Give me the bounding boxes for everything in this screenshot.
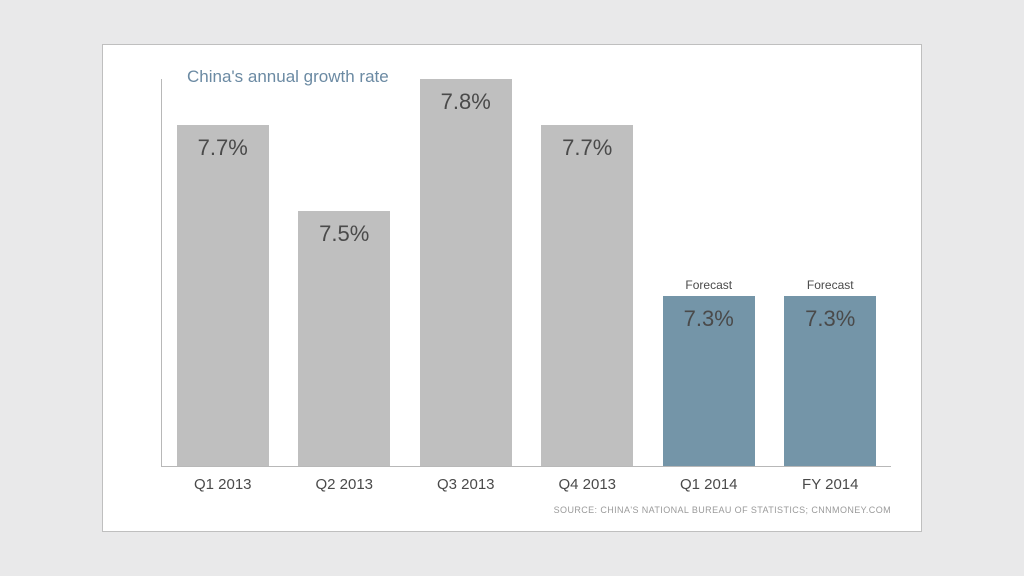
- bar-value: 7.3%: [684, 306, 734, 332]
- bar-value: 7.7%: [562, 135, 612, 161]
- page-background: China's annual growth rate 7.7%Q1 20137.…: [0, 0, 1024, 576]
- bar-slot: Forecast7.3%FY 2014: [770, 79, 892, 466]
- bar-xlabel: Q2 2013: [284, 476, 406, 493]
- bar: 7.7%: [541, 125, 633, 466]
- bar: 7.8%: [420, 79, 512, 466]
- chart-plot-area: 7.7%Q1 20137.5%Q2 20137.8%Q3 20137.7%Q4 …: [161, 79, 891, 467]
- bar-slot: 7.7%Q1 2013: [162, 79, 284, 466]
- bar-xlabel: Q1 2013: [162, 476, 284, 493]
- bar-value: 7.3%: [805, 306, 855, 332]
- bar: 7.5%: [298, 211, 390, 466]
- bar-xlabel: FY 2014: [770, 476, 892, 493]
- bar-xlabel: Q4 2013: [527, 476, 649, 493]
- bar-xlabel: Q3 2013: [405, 476, 527, 493]
- chart-bars: 7.7%Q1 20137.5%Q2 20137.8%Q3 20137.7%Q4 …: [162, 79, 891, 466]
- bar-slot: 7.8%Q3 2013: [405, 79, 527, 466]
- bar-value: 7.5%: [319, 221, 369, 247]
- bar-value: 7.7%: [198, 135, 248, 161]
- bar-slot: 7.7%Q4 2013: [527, 79, 649, 466]
- bar: 7.3%: [663, 296, 755, 466]
- bar-slot: 7.5%Q2 2013: [284, 79, 406, 466]
- bar: 7.7%: [177, 125, 269, 466]
- bar-xlabel: Q1 2014: [648, 476, 770, 493]
- bar: 7.3%: [784, 296, 876, 466]
- forecast-tag: Forecast: [807, 278, 854, 292]
- bar-slot: Forecast7.3%Q1 2014: [648, 79, 770, 466]
- chart-card: China's annual growth rate 7.7%Q1 20137.…: [102, 44, 922, 532]
- chart-source: Source: China's National Bureau of Stati…: [554, 505, 891, 515]
- forecast-tag: Forecast: [685, 278, 732, 292]
- bar-value: 7.8%: [441, 89, 491, 115]
